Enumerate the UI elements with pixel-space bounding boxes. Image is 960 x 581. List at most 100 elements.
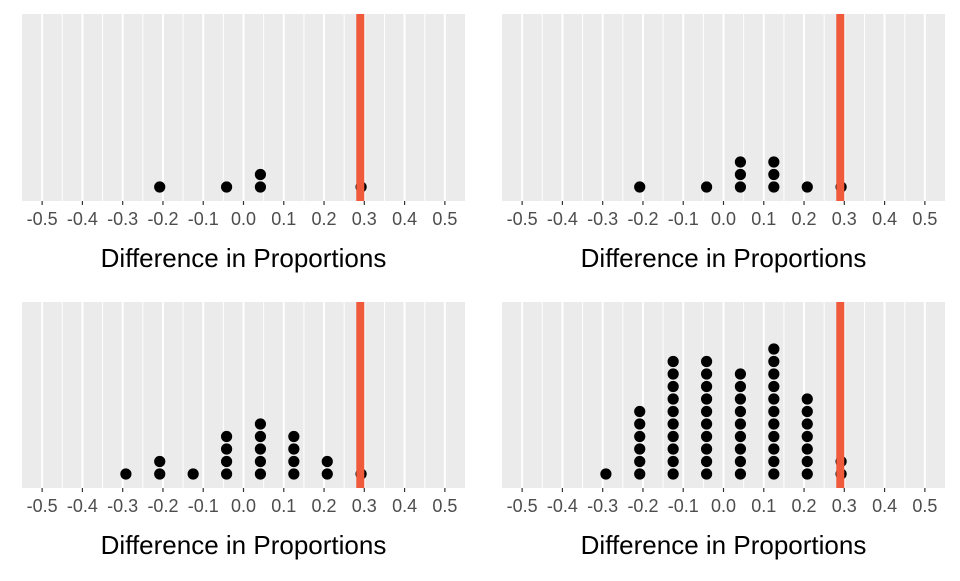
data-point — [667, 355, 679, 368]
x-tick-label: 0.0 — [231, 496, 256, 516]
data-point — [667, 455, 679, 468]
x-tick-label: 0.1 — [271, 209, 296, 229]
data-point — [734, 393, 747, 405]
data-point — [734, 430, 747, 443]
data-point — [288, 430, 300, 443]
data-point — [254, 443, 267, 455]
x-axis-label: Difference in Proportions — [101, 530, 387, 560]
data-point — [667, 418, 679, 430]
x-tick-label: 0.3 — [352, 209, 377, 229]
data-point — [667, 443, 679, 455]
data-point — [700, 430, 713, 443]
data-point — [801, 468, 813, 480]
data-point — [768, 430, 780, 443]
data-point — [700, 405, 713, 418]
x-tick-label: 0.5 — [432, 209, 457, 229]
x-tick-label: -0.1 — [668, 209, 699, 229]
data-point — [734, 181, 747, 193]
data-point — [768, 380, 780, 393]
data-point — [734, 168, 747, 181]
data-point — [768, 443, 780, 455]
data-point — [734, 156, 747, 168]
data-point — [667, 368, 679, 380]
x-tick-label: -0.4 — [547, 209, 578, 229]
data-point — [700, 393, 713, 405]
panel-4: -0.5 -0.4 -0.3 -0.2 -0.1 0.0 0.1 0.2 0.3 0.4 0.5 Di… — [502, 302, 945, 560]
data-point — [634, 455, 646, 468]
data-point — [801, 443, 813, 455]
data-point — [667, 405, 679, 418]
data-point — [801, 455, 813, 468]
data-point — [734, 443, 747, 455]
data-point — [254, 455, 267, 468]
data-point — [700, 443, 713, 455]
x-tick-label: -0.4 — [547, 496, 578, 516]
observed-difference-line — [356, 14, 365, 201]
data-point — [288, 468, 300, 480]
data-point — [600, 468, 612, 480]
data-point — [700, 355, 713, 368]
x-tick-label: -0.2 — [147, 496, 178, 516]
data-point — [801, 405, 813, 418]
data-point — [768, 368, 780, 380]
x-tick-label: -0.2 — [627, 496, 658, 516]
data-point — [801, 393, 813, 405]
data-point — [667, 393, 679, 405]
observed-difference-line — [836, 14, 845, 201]
x-tick-label: 0.0 — [711, 496, 736, 516]
data-point — [220, 181, 233, 193]
x-tick-label: 0.3 — [352, 496, 377, 516]
data-point — [634, 443, 646, 455]
data-point — [801, 181, 813, 193]
x-tick-label: -0.2 — [627, 209, 658, 229]
data-point — [321, 455, 333, 468]
x-tick-label: -0.2 — [147, 209, 178, 229]
x-tick-label: 0.1 — [751, 496, 776, 516]
data-point — [734, 368, 747, 380]
data-point — [700, 455, 713, 468]
data-point — [187, 468, 199, 480]
data-point — [288, 443, 300, 455]
data-point — [634, 405, 646, 418]
x-tick-label: 0.5 — [912, 496, 937, 516]
data-point — [768, 156, 780, 168]
x-axis-label: Difference in Proportions — [581, 530, 867, 560]
x-tick-label: 0.3 — [832, 496, 857, 516]
data-point — [634, 468, 646, 480]
data-point — [700, 418, 713, 430]
data-point — [120, 468, 132, 480]
data-point — [254, 418, 267, 430]
x-tick-label: -0.4 — [67, 209, 98, 229]
x-tick-label: 0.0 — [711, 209, 736, 229]
x-tick-label: -0.3 — [107, 209, 138, 229]
x-tick-label: 0.2 — [312, 209, 337, 229]
x-tick-label: 0.4 — [392, 209, 417, 229]
data-point — [768, 455, 780, 468]
x-tick-label: 0.0 — [231, 209, 256, 229]
x-tick-label: -0.5 — [27, 496, 58, 516]
x-tick-label: -0.5 — [507, 209, 538, 229]
data-point — [220, 443, 233, 455]
x-tick-label: 0.2 — [792, 496, 817, 516]
data-point — [734, 380, 747, 393]
data-point — [220, 468, 233, 480]
data-point — [667, 380, 679, 393]
x-tick-label: -0.5 — [507, 496, 538, 516]
x-tick-label: 0.4 — [392, 496, 417, 516]
data-point — [634, 430, 646, 443]
observed-difference-line — [356, 302, 365, 488]
x-tick-label: 0.1 — [751, 209, 776, 229]
data-point — [768, 418, 780, 430]
data-point — [768, 168, 780, 181]
data-point — [288, 455, 300, 468]
data-point — [220, 455, 233, 468]
data-point — [768, 405, 780, 418]
observed-difference-line — [836, 302, 845, 488]
x-tick-label: 0.1 — [271, 496, 296, 516]
x-tick-label: -0.3 — [587, 496, 618, 516]
x-tick-label: 0.2 — [312, 496, 337, 516]
data-point — [801, 430, 813, 443]
panel-2: -0.5 -0.4 -0.3 -0.2 -0.1 0.0 0.1 0.2 0.3 0.4 0.5 Di… — [502, 14, 945, 273]
